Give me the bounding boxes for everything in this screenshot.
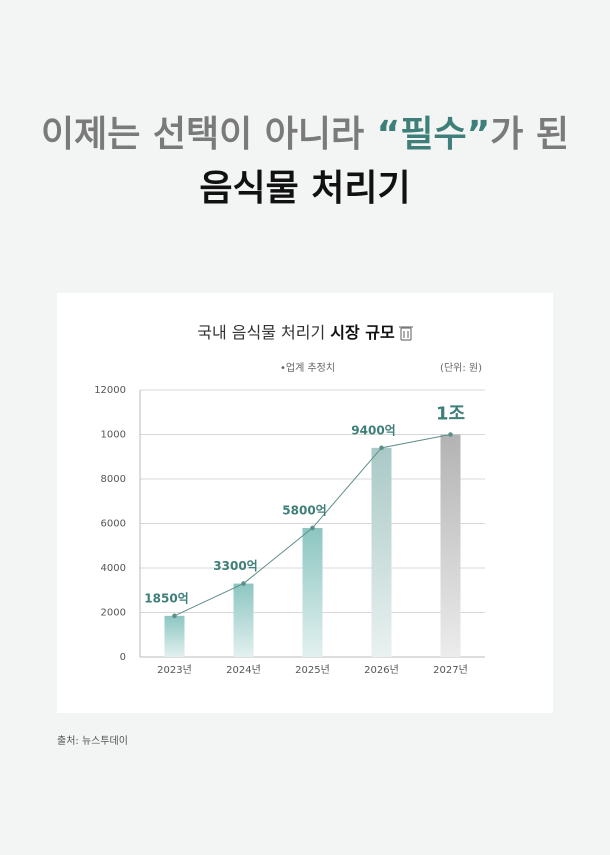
chart-title-part: 국내 음식물 처리기 [197, 323, 330, 342]
plot: 0 2000 4000 6000 8000 1000 12000 2023년 2024년 2025… [94, 385, 485, 676]
chart-unit: (단위: 원) [440, 361, 482, 374]
trash-icon [399, 326, 413, 341]
value-label: 5800억 [282, 503, 326, 517]
headline-1: 이제는 선택이 아니라 “필수”가 된 [41, 114, 569, 155]
bar-shade [440, 434, 461, 657]
trend-point [379, 445, 384, 451]
x-tick-label: 2023년 [157, 664, 192, 676]
trend-point [241, 581, 246, 586]
chart-title: 국내 음식물 처리기 시장 규모 [197, 323, 395, 342]
y-tick-label: 4000 [101, 563, 126, 574]
headline-part: 가 된 [490, 114, 569, 155]
x-tick-label: 2027년 [433, 664, 468, 676]
headline-part: 이제는 선택이 아니라 [41, 114, 377, 155]
bar-shade [164, 615, 185, 657]
headline-emphasis: “필수” [377, 114, 491, 155]
value-label: 3300억 [213, 559, 257, 573]
trend-point [172, 613, 177, 619]
trend-point [310, 525, 315, 531]
chart-note: •업계 추정치 [280, 361, 335, 374]
value-label: 1850억 [144, 591, 188, 605]
y-tick-label: 2000 [101, 608, 126, 619]
value-label: 1조 [436, 404, 465, 425]
value-label: 9400억 [351, 423, 395, 437]
x-tick-label: 2025년 [295, 664, 330, 676]
bar-shade [371, 447, 392, 657]
y-tick-label: 0 [120, 652, 126, 663]
x-tick-label: 2026년 [364, 664, 399, 676]
y-tick-label: 6000 [101, 519, 126, 530]
x-tick-label: 2024년 [226, 664, 261, 676]
headline-2: 음식물 처리기 [199, 168, 410, 209]
trend-point [448, 432, 453, 437]
y-tick-label: 12000 [94, 385, 126, 396]
y-tick-label: 1000 [101, 430, 126, 441]
chart-title-bold: 시장 규모 [330, 323, 395, 342]
source: 출처: 뉴스투데이 [57, 735, 128, 747]
bar-shade [302, 527, 323, 657]
bar-shade [233, 583, 254, 657]
y-tick-label: 8000 [101, 474, 126, 485]
